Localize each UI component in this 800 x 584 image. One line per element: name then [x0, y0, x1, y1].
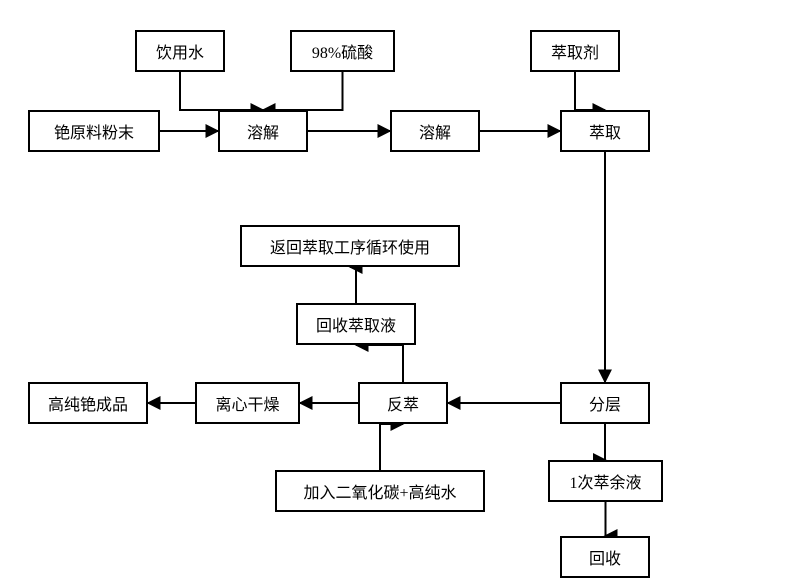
node-recycle: 回收: [560, 536, 650, 578]
node-dissolve1: 溶解: [218, 110, 308, 152]
node-extractant: 萃取剂: [530, 30, 620, 72]
node-label: 加入二氧化碳+高纯水: [303, 479, 456, 503]
edge-acid-to-dissolve1: [263, 72, 343, 110]
node-extract: 萃取: [560, 110, 650, 152]
node-label: 返回萃取工序循环使用: [270, 234, 430, 258]
node-recover_ext: 回收萃取液: [296, 303, 416, 345]
edge-water-to-dissolve1: [180, 72, 263, 110]
edge-separate-to-raffinate: [605, 424, 606, 460]
node-label: 离心干燥: [215, 391, 279, 415]
node-dry: 离心干燥: [195, 382, 300, 424]
edge-raffinate-to-recycle: [605, 502, 606, 536]
edge-co2-to-back_ext: [380, 424, 403, 470]
node-separate: 分层: [560, 382, 650, 424]
node-water: 饮用水: [135, 30, 225, 72]
node-label: 高纯铯成品: [48, 391, 128, 415]
node-label: 溶解: [419, 119, 451, 143]
node-label: 反萃: [387, 391, 419, 415]
node-label: 分层: [589, 391, 621, 415]
node-label: 饮用水: [156, 39, 204, 63]
node-label: 1次萃余液: [569, 469, 641, 493]
node-raffinate: 1次萃余液: [548, 460, 663, 502]
node-raw: 铯原料粉末: [28, 110, 160, 152]
node-dissolve2: 溶解: [390, 110, 480, 152]
edge-recover_ext-to-return: [350, 267, 356, 303]
node-label: 溶解: [247, 119, 279, 143]
node-back_ext: 反萃: [358, 382, 448, 424]
node-label: 萃取剂: [551, 39, 599, 63]
node-product: 高纯铯成品: [28, 382, 148, 424]
node-label: 铯原料粉末: [54, 119, 134, 143]
node-return: 返回萃取工序循环使用: [240, 225, 460, 267]
node-label: 98%硫酸: [312, 39, 373, 63]
node-co2: 加入二氧化碳+高纯水: [275, 470, 485, 512]
node-acid: 98%硫酸: [290, 30, 395, 72]
node-label: 萃取: [589, 119, 621, 143]
edge-back_ext-to-recover_ext: [356, 345, 403, 382]
edge-extractant-to-extract: [575, 72, 605, 110]
node-label: 回收萃取液: [316, 312, 396, 336]
node-label: 回收: [589, 545, 621, 569]
